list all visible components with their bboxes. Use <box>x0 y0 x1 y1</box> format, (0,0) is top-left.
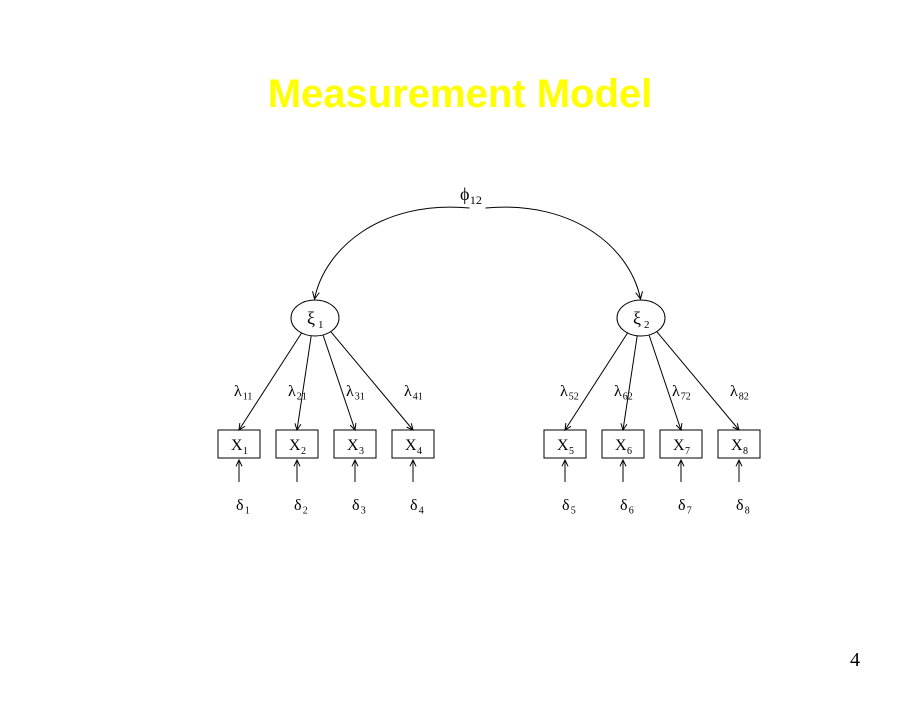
svg-text:1: 1 <box>245 506 250 517</box>
measurement-model-diagram: ϕ12ξ1ξ2λ11X1δ1λ21X2δ2λ31X3δ3λ41X4δ4λ52X5… <box>0 0 920 712</box>
svg-text:λ: λ <box>288 383 296 400</box>
svg-text:6: 6 <box>627 446 632 457</box>
svg-text:δ: δ <box>678 497 686 514</box>
svg-text:82: 82 <box>739 392 749 403</box>
svg-text:λ: λ <box>560 383 568 400</box>
svg-text:31: 31 <box>355 392 365 403</box>
svg-text:ϕ: ϕ <box>460 184 469 204</box>
svg-text:4: 4 <box>417 446 422 457</box>
svg-text:λ: λ <box>614 383 622 400</box>
svg-text:3: 3 <box>361 506 366 517</box>
svg-text:δ: δ <box>736 497 744 514</box>
svg-text:1: 1 <box>243 446 248 457</box>
svg-text:δ: δ <box>620 497 628 514</box>
svg-text:11: 11 <box>243 392 253 403</box>
svg-text:6: 6 <box>629 506 634 517</box>
svg-text:X: X <box>231 437 243 454</box>
svg-text:72: 72 <box>681 392 691 403</box>
svg-text:2: 2 <box>301 446 306 457</box>
svg-text:X: X <box>615 437 627 454</box>
svg-text:λ: λ <box>730 383 738 400</box>
svg-text:2: 2 <box>303 506 308 517</box>
svg-text:λ: λ <box>234 383 242 400</box>
svg-text:X: X <box>289 437 301 454</box>
svg-text:2: 2 <box>644 319 650 331</box>
svg-text:ξ: ξ <box>307 308 315 328</box>
svg-text:X: X <box>557 437 569 454</box>
svg-text:λ: λ <box>404 383 412 400</box>
svg-text:8: 8 <box>745 506 750 517</box>
svg-text:X: X <box>673 437 685 454</box>
svg-text:12: 12 <box>470 193 482 207</box>
svg-text:δ: δ <box>410 497 418 514</box>
svg-text:λ: λ <box>672 383 680 400</box>
svg-text:δ: δ <box>562 497 570 514</box>
svg-text:δ: δ <box>352 497 360 514</box>
svg-text:δ: δ <box>236 497 244 514</box>
svg-text:8: 8 <box>743 446 748 457</box>
svg-text:41: 41 <box>413 392 423 403</box>
svg-text:5: 5 <box>569 446 574 457</box>
svg-text:3: 3 <box>359 446 364 457</box>
svg-text:7: 7 <box>685 446 690 457</box>
svg-text:4: 4 <box>419 506 424 517</box>
svg-text:5: 5 <box>571 506 576 517</box>
svg-text:1: 1 <box>318 319 324 331</box>
svg-text:52: 52 <box>569 392 579 403</box>
svg-text:λ: λ <box>346 383 354 400</box>
page-number: 4 <box>850 649 860 672</box>
svg-text:62: 62 <box>623 392 633 403</box>
svg-text:7: 7 <box>687 506 692 517</box>
svg-text:ξ: ξ <box>633 308 641 328</box>
svg-text:21: 21 <box>297 392 307 403</box>
svg-text:X: X <box>347 437 359 454</box>
svg-text:X: X <box>731 437 743 454</box>
svg-text:δ: δ <box>294 497 302 514</box>
svg-text:X: X <box>405 437 417 454</box>
